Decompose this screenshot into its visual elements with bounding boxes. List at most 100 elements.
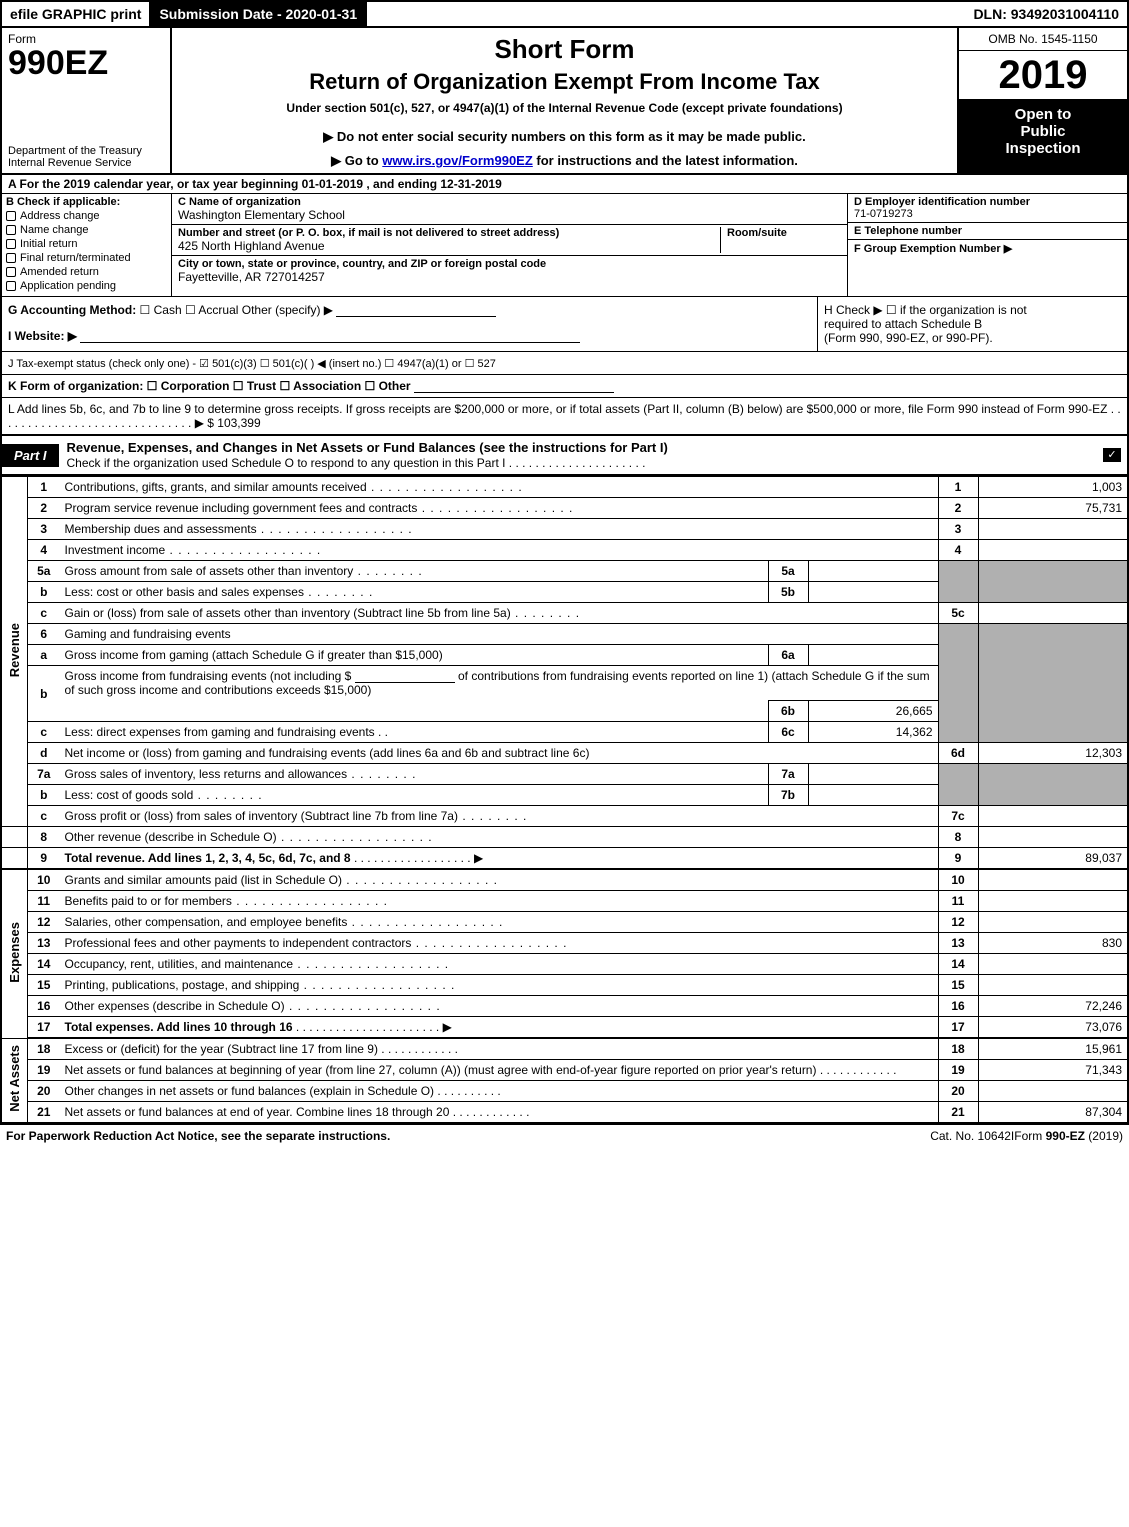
header-left: Form 990EZ Department of the Treasury In… bbox=[2, 28, 172, 173]
dept-line1: Department of the Treasury bbox=[8, 145, 142, 157]
part-title-text: Revenue, Expenses, and Changes in Net As… bbox=[67, 440, 668, 455]
line-2-desc: Program service revenue including govern… bbox=[60, 498, 939, 519]
line-6a-desc: Gross income from gaming (attach Schedul… bbox=[60, 645, 769, 666]
line-5c-desc: Gain or (loss) from sale of assets other… bbox=[60, 603, 939, 624]
info-block: B Check if applicable: Address change Na… bbox=[0, 194, 1129, 297]
section-j: J Tax-exempt status (check only one) - ☑… bbox=[0, 352, 1129, 375]
shade-7 bbox=[938, 764, 978, 806]
line-5b-sub: 5b bbox=[768, 582, 808, 603]
line-20-rnum: 20 bbox=[938, 1081, 978, 1102]
gross-receipts-text: L Add lines 5b, 6c, and 7b to line 9 to … bbox=[8, 402, 1121, 430]
part-1-header: Part I Revenue, Expenses, and Changes in… bbox=[0, 435, 1129, 476]
line-7c-desc: Gross profit or (loss) from sales of inv… bbox=[60, 806, 939, 827]
chk-address-change[interactable]: Address change bbox=[6, 210, 167, 222]
line-6-desc: Gaming and fundraising events bbox=[60, 624, 939, 645]
shade-6-val bbox=[978, 624, 1128, 743]
line-4-num: 4 bbox=[28, 540, 60, 561]
line-9-rnum: 9 bbox=[938, 848, 978, 870]
checkbox-icon[interactable] bbox=[6, 239, 16, 249]
line-21-num: 21 bbox=[28, 1102, 60, 1124]
revenue-side-continue bbox=[1, 827, 28, 848]
group-exemption-label: F Group Exemption Number ▶ bbox=[854, 243, 1012, 255]
line-10-value bbox=[978, 869, 1128, 891]
irs-link[interactable]: www.irs.gov/Form990EZ bbox=[382, 153, 533, 168]
line-14-desc: Occupancy, rent, utilities, and maintena… bbox=[60, 954, 939, 975]
section-l: L Add lines 5b, 6c, and 7b to line 9 to … bbox=[0, 398, 1129, 435]
department-label: Department of the Treasury Internal Reve… bbox=[8, 145, 164, 169]
city-value: Fayetteville, AR 727014257 bbox=[178, 270, 325, 284]
line-19-value: 71,343 bbox=[978, 1060, 1128, 1081]
line-5a-desc: Gross amount from sale of assets other t… bbox=[60, 561, 769, 582]
shade-6 bbox=[938, 624, 978, 743]
line-6b-desc-bottom bbox=[60, 701, 769, 722]
netassets-side-label: Net Assets bbox=[1, 1038, 28, 1123]
line-5b-subval bbox=[808, 582, 938, 603]
tel-label: E Telephone number bbox=[854, 225, 962, 237]
irs-link-line: ▶ Go to www.irs.gov/Form990EZ for instru… bbox=[182, 153, 947, 169]
line-10-rnum: 10 bbox=[938, 869, 978, 891]
line-11-rnum: 11 bbox=[938, 891, 978, 912]
header-right: OMB No. 1545-1150 2019 Open to Public In… bbox=[957, 28, 1127, 173]
checkbox-icon[interactable] bbox=[6, 225, 16, 235]
insp-2: Public bbox=[1020, 123, 1065, 140]
line-6c-desc: Less: direct expenses from gaming and fu… bbox=[60, 722, 769, 743]
line-8-num: 8 bbox=[28, 827, 60, 848]
line-10-num: 10 bbox=[28, 869, 60, 891]
line-7b-num: b bbox=[28, 785, 60, 806]
accounting-method-label: G Accounting Method: bbox=[8, 303, 136, 317]
section-g: G Accounting Method: ☐ Cash ☐ Accrual Ot… bbox=[2, 297, 817, 351]
chk-amended-return[interactable]: Amended return bbox=[6, 266, 167, 278]
line-12-num: 12 bbox=[28, 912, 60, 933]
line-6a-num: a bbox=[28, 645, 60, 666]
addr-label: Number and street (or P. O. box, if mail… bbox=[178, 227, 559, 239]
line-5c-num: c bbox=[28, 603, 60, 624]
checkbox-icon[interactable] bbox=[6, 211, 16, 221]
line-6b-subval: 26,665 bbox=[808, 701, 938, 722]
footer-left: For Paperwork Reduction Act Notice, see … bbox=[6, 1129, 730, 1143]
line-5c-value bbox=[978, 603, 1128, 624]
line-12-value bbox=[978, 912, 1128, 933]
line-9-num: 9 bbox=[28, 848, 60, 870]
line-16-num: 16 bbox=[28, 996, 60, 1017]
line-9-desc: Total revenue. Add lines 1, 2, 3, 4, 5c,… bbox=[60, 848, 939, 870]
checkbox-icon[interactable] bbox=[6, 281, 16, 291]
line-6d-rnum: 6d bbox=[938, 743, 978, 764]
line-14-value bbox=[978, 954, 1128, 975]
tax-year: 2019 bbox=[959, 51, 1127, 100]
footer-catalog: Cat. No. 10642I bbox=[930, 1129, 1014, 1143]
website-blank bbox=[80, 331, 580, 343]
section-b-header: B Check if applicable: bbox=[6, 196, 167, 208]
line-7c-rnum: 7c bbox=[938, 806, 978, 827]
line-15-rnum: 15 bbox=[938, 975, 978, 996]
checkbox-icon[interactable] bbox=[6, 253, 16, 263]
omb-number: OMB No. 1545-1150 bbox=[959, 28, 1127, 51]
chk-final-return[interactable]: Final return/terminated bbox=[6, 252, 167, 264]
city-label: City or town, state or province, country… bbox=[178, 258, 546, 270]
h-text1: H Check ▶ ☐ if the organization is not bbox=[824, 303, 1121, 317]
chk-initial-return[interactable]: Initial return bbox=[6, 238, 167, 250]
ein-label: D Employer identification number bbox=[854, 196, 1030, 208]
line-6b-num: b bbox=[28, 666, 60, 722]
addr-value: 425 North Highland Avenue bbox=[178, 239, 325, 253]
line-6c-sub: 6c bbox=[768, 722, 808, 743]
checkbox-icon[interactable] bbox=[6, 267, 16, 277]
line-6d-num: d bbox=[28, 743, 60, 764]
line-11-num: 11 bbox=[28, 891, 60, 912]
line-4-rnum: 4 bbox=[938, 540, 978, 561]
line-11-desc: Benefits paid to or for members bbox=[60, 891, 939, 912]
line-7c-num: c bbox=[28, 806, 60, 827]
line-1-num: 1 bbox=[28, 477, 60, 498]
part-label: Part I bbox=[2, 444, 59, 467]
line-18-value: 15,961 bbox=[978, 1038, 1128, 1060]
section-b: B Check if applicable: Address change Na… bbox=[2, 194, 172, 296]
line-19-desc: Net assets or fund balances at beginning… bbox=[60, 1060, 939, 1081]
line-6b-sub: 6b bbox=[768, 701, 808, 722]
line-19-rnum: 19 bbox=[938, 1060, 978, 1081]
efile-label[interactable]: efile GRAPHIC print bbox=[2, 2, 149, 26]
line-4-desc: Investment income bbox=[60, 540, 939, 561]
chk-application-pending[interactable]: Application pending bbox=[6, 280, 167, 292]
line-5c-rnum: 5c bbox=[938, 603, 978, 624]
chk-name-change[interactable]: Name change bbox=[6, 224, 167, 236]
line-6a-sub: 6a bbox=[768, 645, 808, 666]
schedule-o-checkbox[interactable]: ✓ bbox=[1103, 448, 1121, 462]
